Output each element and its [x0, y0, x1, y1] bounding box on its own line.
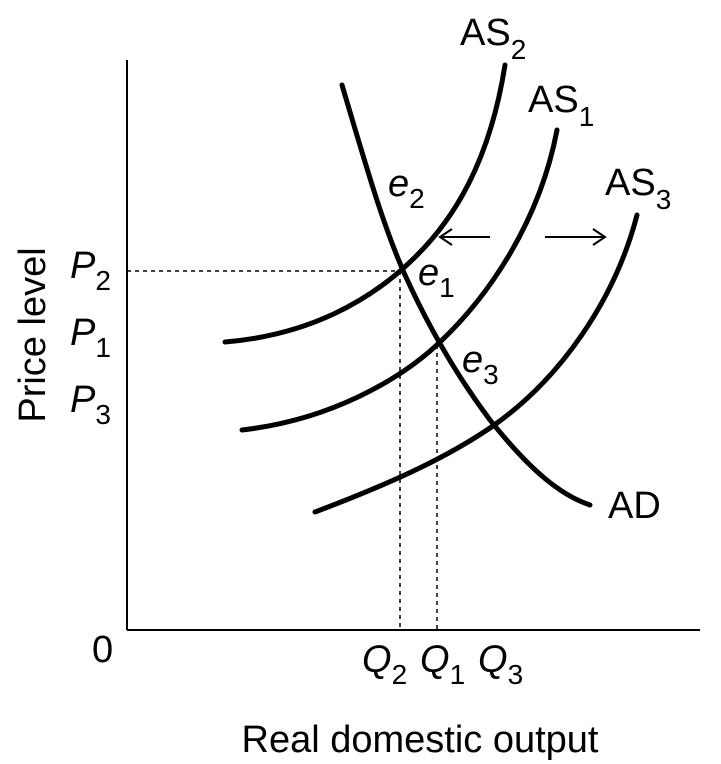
- quantity-label-sub: 3: [508, 659, 524, 690]
- point-label-main: e: [418, 252, 439, 294]
- x-axis-label: Real domestic output: [242, 719, 599, 761]
- quantity-label-main: Q: [420, 639, 450, 681]
- point-label: e2: [388, 163, 425, 214]
- quantity-label: Q3: [478, 639, 523, 690]
- point-label: e1: [418, 252, 455, 303]
- curve-label-main: AS: [605, 162, 656, 204]
- point-label-sub: 2: [409, 183, 425, 214]
- curve-label-sub: 3: [656, 184, 672, 215]
- origin-label: 0: [92, 629, 113, 671]
- price-label: P3: [70, 379, 111, 430]
- quantity-label: Q1: [420, 639, 465, 690]
- price-label-main: P: [70, 379, 96, 421]
- y-axis-label: Price level: [12, 247, 54, 422]
- point-label-main: e: [462, 339, 483, 381]
- curve-label-sub: 2: [511, 34, 527, 65]
- price-label: P2: [70, 245, 111, 296]
- curve-label: AS3: [605, 162, 671, 215]
- price-label-sub: 3: [95, 399, 111, 430]
- quantity-label-sub: 2: [392, 659, 408, 690]
- quantity-label-main: Q: [478, 639, 508, 681]
- quantity-label: Q2: [362, 639, 407, 690]
- price-label: P1: [70, 312, 111, 363]
- as3-curve: [312, 212, 640, 515]
- curve-label-main: AS: [460, 12, 511, 54]
- curve-label-main: AS: [528, 79, 579, 121]
- price-label-sub: 2: [95, 265, 111, 296]
- point-label-sub: 3: [483, 359, 499, 390]
- point-label-main: e: [388, 163, 409, 205]
- price-label-sub: 1: [95, 332, 111, 363]
- curve-label-sub: 1: [579, 101, 595, 132]
- ad-curve: [339, 82, 593, 508]
- point-label-sub: 1: [439, 272, 455, 303]
- curve-label: AS1: [528, 79, 594, 132]
- arrow-head: [592, 228, 607, 246]
- as2-curve: [222, 62, 508, 345]
- quantity-label-main: Q: [362, 639, 392, 681]
- arrow-head: [438, 228, 453, 246]
- price-label-main: P: [70, 312, 96, 354]
- curve-label: AS2: [460, 12, 526, 65]
- curve-label: AD: [608, 485, 661, 527]
- quantity-label-sub: 1: [450, 659, 466, 690]
- price-label-main: P: [70, 245, 96, 287]
- point-label: e3: [462, 339, 499, 390]
